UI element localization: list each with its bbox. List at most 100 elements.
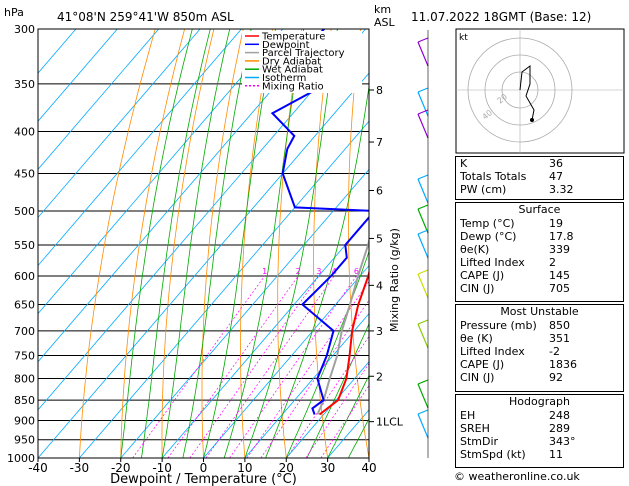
isotherm-line	[203, 264, 369, 458]
asl-unit-label: ASL	[374, 16, 395, 29]
wet-adiabat-line	[141, 29, 211, 458]
dry-adiabat-line	[624, 29, 629, 458]
surface-panel: Surface Temp (°C) 19 Dewp (°C) 17.8 θe(K) 3…	[455, 202, 624, 302]
wind-barb	[417, 233, 429, 259]
pressure-tick-label: 400	[14, 126, 35, 139]
dry-adiabat-line	[240, 29, 273, 458]
mu-row: CIN (J) 92	[460, 371, 563, 384]
pressure-tick-label: 600	[14, 270, 35, 283]
dry-adiabat-line	[120, 29, 185, 458]
hodo-row: StmSpd (kt) 11	[460, 448, 563, 461]
x-tick-label: 10	[237, 461, 252, 475]
hodograph-trace	[519, 65, 535, 121]
isotherm-line	[38, 29, 366, 411]
km-tick-label: 3	[376, 325, 383, 338]
hpa-unit-label: hPa	[4, 6, 24, 19]
date-title: 11.07.2022 18GMT (Base: 12)	[411, 10, 592, 24]
mixing-ratio-line	[189, 275, 320, 458]
mixing-ratio-line	[305, 362, 369, 458]
plot-frame	[37, 28, 370, 459]
copyright-footer: © weatheronline.co.uk	[454, 470, 580, 483]
dry-adiabat-line	[201, 29, 244, 458]
wind-barb	[417, 91, 429, 117]
wet-adiabat-line	[223, 29, 305, 458]
index-row: Totals Totals 47	[460, 170, 563, 183]
hodograph-title: Hodograph	[509, 395, 570, 408]
legend-label: Mixing Ratio	[262, 81, 324, 92]
hodo-row: StmDir 343°	[460, 435, 576, 448]
km-unit-label: km	[374, 3, 392, 16]
surface-title: Surface	[518, 203, 561, 216]
isotherm-line	[38, 29, 242, 267]
pressure-tick-label: 900	[14, 414, 35, 427]
isotherm-line	[120, 168, 369, 458]
dewpoint-line	[270, 29, 369, 415]
surface-row: Temp (°C) 19	[460, 217, 563, 230]
mixing-ratio-line	[229, 275, 357, 458]
mixing-ratio-axis-label: Mixing Ratio (g/kg)	[388, 228, 401, 332]
surface-row: Dewp (°C) 17.8	[460, 230, 574, 243]
surface-row: CIN (J) 705	[460, 282, 570, 295]
chart-axes: 3003504004505005506006507007508008509009…	[7, 23, 404, 486]
x-axis-label: Dewpoint / Temperature (°C)	[110, 472, 297, 486]
km-tick-label: 2	[376, 370, 383, 383]
pressure-tick-label: 450	[14, 167, 35, 180]
wet-adiabat-line	[182, 29, 252, 458]
dry-adiabat-line	[277, 29, 303, 458]
location-title: 41°08'N 259°41'W 850m ASL	[57, 10, 234, 24]
isotherm-line	[244, 313, 369, 458]
isotherm-line	[38, 29, 201, 219]
legend-label: Dry Adiabat	[262, 56, 321, 67]
wind-barb	[417, 178, 429, 204]
pressure-tick-label: 350	[14, 78, 35, 91]
mixing-ratio-line	[132, 275, 265, 458]
x-tick-label: 20	[279, 461, 294, 475]
pressure-tick-label: 850	[14, 394, 35, 407]
wind-barb-flag	[417, 87, 429, 93]
legend-label: Parcel Trajectory	[262, 48, 345, 59]
km-tick-label: 7	[376, 136, 383, 149]
legend-label: Isotherm	[262, 73, 306, 84]
wind-barb	[417, 413, 429, 439]
wind-barb-flag	[417, 269, 429, 275]
wind-barb	[417, 208, 429, 234]
mixing-ratio-line	[167, 275, 299, 458]
dry-adiabat-line	[415, 29, 452, 458]
hodograph-panel: Hodograph EH 248 SREH 289 StmDir 343° StmSp…	[455, 394, 624, 468]
wind-barb-flag	[417, 379, 429, 385]
wind-barb-flag	[417, 409, 429, 415]
indices-panel: K 36 Totals Totals 47 PW (cm) 3.32	[455, 156, 624, 200]
km-tick-label: 4	[376, 279, 383, 292]
mixing-ratio-label: 1	[262, 267, 267, 276]
mu-row: Lifted Index -2	[460, 345, 560, 358]
wind-barb-flag	[417, 37, 429, 43]
isotherm-line	[38, 29, 325, 363]
mixing-ratio-label: 15	[405, 267, 415, 276]
wet-adiabat-line	[203, 29, 276, 458]
isotherm-line	[38, 72, 369, 458]
legend-box	[242, 31, 362, 93]
x-tick-label: -20	[111, 461, 131, 475]
wind-barb-flag	[417, 174, 429, 180]
km-tick-label: 8	[376, 84, 383, 97]
x-tick-label: 0	[200, 461, 208, 475]
x-tick-label: -40	[28, 461, 48, 475]
mixing-ratio-line	[260, 299, 369, 458]
most-unstable-panel: Most Unstable Pressure (mb) 850 θe (K) 351…	[455, 304, 624, 392]
index-row: K 36	[460, 157, 563, 170]
pressure-tick-label: 650	[14, 299, 35, 312]
dry-adiabat-line	[161, 29, 215, 458]
legend-label: Wet Adiabat	[262, 65, 323, 76]
x-tick-label: -30	[70, 461, 90, 475]
chart-background-lines	[38, 29, 629, 458]
temperature-line	[318, 269, 369, 416]
hodograph-kt-label: kt	[459, 33, 468, 43]
isotherm-line	[79, 120, 369, 458]
wind-barb	[417, 113, 429, 139]
hodo-row: SREH 289	[460, 422, 570, 435]
km-tick-label: 1LCL	[376, 416, 404, 429]
wind-barbs	[417, 30, 429, 458]
